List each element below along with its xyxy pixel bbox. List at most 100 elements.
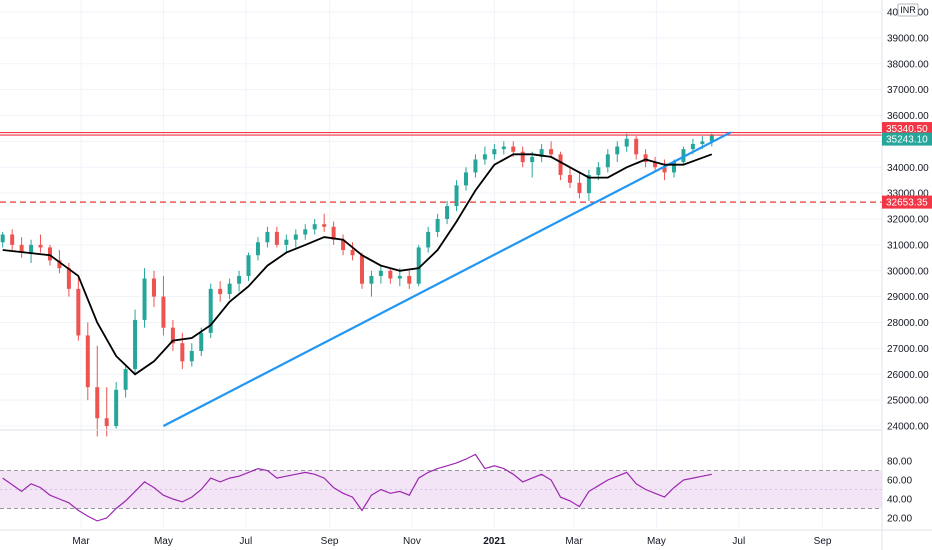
- candle-body: [170, 327, 175, 344]
- rsi-tick-label: 40.00: [887, 495, 912, 506]
- price-tick-label: 24000.00: [887, 422, 929, 433]
- candle: [653, 156, 658, 173]
- currency-badge[interactable]: INR: [897, 3, 919, 17]
- rsi-tick-label: 20.00: [887, 514, 912, 525]
- candle-body: [19, 244, 24, 253]
- candle: [170, 319, 175, 351]
- candle-body: [322, 224, 327, 227]
- candle: [359, 252, 364, 289]
- candle: [265, 226, 270, 248]
- candle-body: [615, 146, 620, 155]
- time-tick-label: Jul: [239, 536, 252, 547]
- candle: [293, 229, 298, 248]
- time-tick-label: Sep: [321, 536, 339, 547]
- price-tag: 35243.10: [882, 132, 932, 146]
- overlays: [0, 131, 882, 427]
- price-tick-label: 33000.00: [887, 189, 929, 200]
- rsi-line[interactable]: [2, 453, 712, 522]
- rsi-panel: [0, 470, 882, 509]
- candle-body: [10, 234, 15, 245]
- candle: [577, 172, 582, 199]
- candle-body: [208, 288, 213, 333]
- candle: [624, 133, 629, 152]
- trendline[interactable]: [162, 131, 732, 427]
- candle-body: [596, 167, 601, 176]
- candle-body: [293, 234, 298, 240]
- candle: [104, 387, 109, 437]
- candle-body: [284, 239, 289, 245]
- price-tick-label: 30000.00: [887, 266, 929, 277]
- candle: [520, 146, 525, 168]
- candle-body: [123, 369, 128, 390]
- candle: [19, 237, 24, 258]
- candle: [151, 270, 156, 307]
- candle-body: [369, 275, 374, 284]
- price-axis[interactable]: 40000.0039000.0038000.0037000.0036000.00…: [887, 8, 929, 433]
- candle: [416, 244, 421, 287]
- candle-body: [426, 231, 431, 248]
- candle: [95, 345, 100, 437]
- candle: [473, 154, 478, 178]
- candle: [634, 136, 639, 160]
- candle-body: [76, 288, 81, 336]
- candle: [255, 237, 260, 261]
- candle-body: [274, 231, 279, 245]
- candle: [189, 343, 194, 367]
- candle: [76, 275, 81, 341]
- candle: [586, 169, 591, 201]
- candle-body: [142, 278, 147, 320]
- candle-body: [700, 141, 705, 144]
- candle-body: [312, 224, 317, 230]
- candle-body: [407, 275, 412, 284]
- candle: [284, 234, 289, 253]
- time-tick-label: Sep: [814, 536, 832, 547]
- candle: [463, 167, 468, 191]
- price-tag-label: 35340.50: [886, 124, 928, 135]
- candle-body: [66, 268, 71, 289]
- price-tick-label: 38000.00: [887, 59, 929, 70]
- candle: [407, 270, 412, 289]
- price-tag-label: 32653.35: [886, 198, 928, 209]
- candle-body: [653, 162, 658, 168]
- candle-body: [255, 242, 260, 256]
- candle-body: [605, 154, 610, 168]
- candle-body: [634, 138, 639, 155]
- candle-body: [180, 343, 185, 362]
- time-axis[interactable]: Mar May Jul Sep Nov 2021 Mar May Jul Sep: [72, 536, 831, 547]
- candle-body: [397, 275, 402, 279]
- candle: [246, 252, 251, 282]
- candle-body: [331, 226, 336, 240]
- candle: [29, 239, 34, 263]
- candle-body: [189, 350, 194, 362]
- candle-body: [265, 231, 270, 243]
- candle-body: [643, 154, 648, 163]
- candle: [445, 200, 450, 225]
- candle-body: [133, 319, 138, 370]
- candle-body: [303, 229, 308, 235]
- price-tick-label: 32000.00: [887, 215, 929, 226]
- candle-body: [539, 149, 544, 157]
- candle: [218, 281, 223, 302]
- price-tick-label: 27000.00: [887, 344, 929, 355]
- rsi-axis[interactable]: 80.00 60.00 40.00 20.00: [887, 457, 912, 525]
- rsi-series: [2, 453, 712, 522]
- rsi-tick-label: 60.00: [887, 476, 912, 487]
- candle: [643, 149, 648, 168]
- candle: [274, 226, 279, 248]
- candle-body: [520, 151, 525, 163]
- candle: [341, 234, 346, 256]
- candle: [482, 146, 487, 165]
- candle: [142, 268, 147, 328]
- candle-body: [482, 154, 487, 160]
- price-tick-label: 26000.00: [887, 370, 929, 381]
- candle: [331, 221, 336, 245]
- candle: [662, 159, 667, 181]
- candle-body: [341, 239, 346, 251]
- candle: [10, 229, 15, 251]
- candle: [237, 270, 242, 292]
- candle-body: [549, 149, 554, 155]
- time-tick-label: Nov: [403, 536, 421, 547]
- candles: [0, 133, 714, 437]
- moving-average-line[interactable]: [2, 153, 713, 376]
